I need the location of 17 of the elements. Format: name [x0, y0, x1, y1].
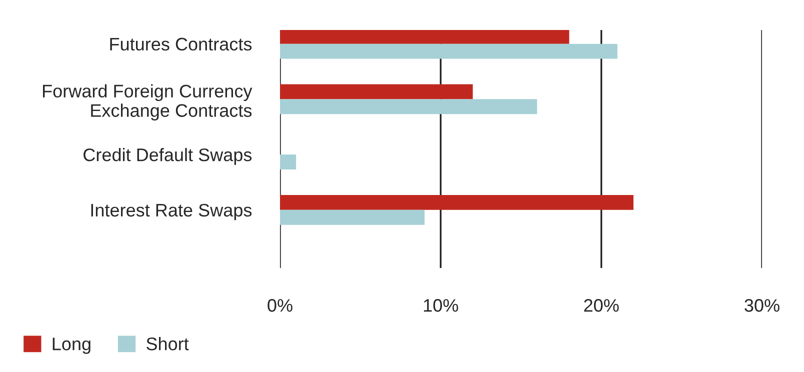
x-tick-label: 20% — [584, 299, 619, 312]
x-tick-label: 30% — [744, 299, 780, 312]
y-tick-label: Interest Rate Swaps — [91, 204, 252, 220]
y-tick-label: Credit Default Swaps — [84, 148, 252, 165]
legend-label: Long — [52, 338, 90, 354]
y-tick-label: Futures Contracts — [110, 38, 252, 51]
bar — [280, 44, 618, 59]
bar — [280, 154, 296, 170]
x-tick-label: 10% — [424, 299, 458, 312]
bar — [280, 194, 634, 210]
bar — [280, 30, 570, 44]
bar — [280, 210, 425, 225]
x-tick-label: 0% — [268, 299, 292, 312]
legend-label: Short — [146, 337, 189, 350]
y-tick-label: Forward Foreign Currency Exchange Contracts — [43, 84, 252, 121]
bar — [280, 84, 473, 100]
bar — [280, 99, 538, 114]
